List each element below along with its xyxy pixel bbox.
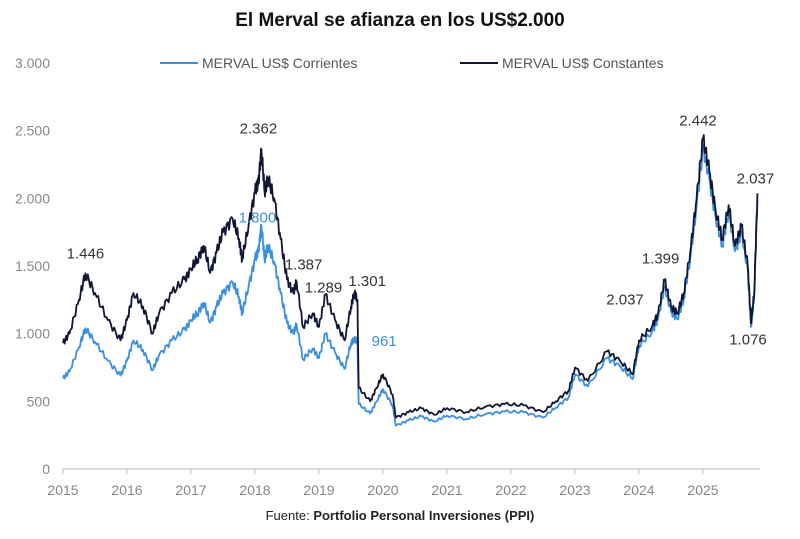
legend-swatch <box>160 62 198 64</box>
x-tick-label: 2024 <box>623 482 654 498</box>
data-label: 1.289 <box>305 280 343 297</box>
source-name: Portfolio Personal Inversiones (PPI) <box>313 508 535 523</box>
legend-item-constantes: MERVAL US$ Constantes <box>460 55 664 71</box>
x-tick-label: 2015 <box>47 482 78 498</box>
y-tick-label: 0 <box>42 461 50 477</box>
source-prefix: Fuente: <box>265 508 314 523</box>
x-tick-label: 2022 <box>495 482 526 498</box>
data-label: 1.446 <box>67 245 105 262</box>
data-label: 1.301 <box>348 273 386 290</box>
x-tick-label: 2017 <box>175 482 206 498</box>
source-note: Fuente: Portfolio Personal Inversiones (… <box>0 508 800 523</box>
x-tick-label: 2016 <box>111 482 142 498</box>
data-label: 2.037 <box>737 170 775 187</box>
chart-title: El Merval se afianza en los US$2.000 <box>235 10 565 31</box>
data-label: 1.399 <box>642 251 680 268</box>
data-label: 2.362 <box>240 120 278 137</box>
data-label: 1.387 <box>285 256 323 273</box>
data-label: 1.800 <box>239 209 277 226</box>
legend-label: MERVAL US$ Corrientes <box>202 55 358 71</box>
data-label: 2.037 <box>606 291 644 308</box>
x-tick-label: 2023 <box>559 482 590 498</box>
x-tick-label: 2025 <box>687 482 718 498</box>
series-line-corrientes <box>62 143 759 427</box>
y-tick-label: 500 <box>27 393 51 409</box>
legend-label: MERVAL US$ Constantes <box>502 55 664 71</box>
y-tick-label: 1.500 <box>15 258 50 274</box>
y-tick-label: 2.000 <box>15 190 50 206</box>
data-label: 961 <box>372 333 397 350</box>
series-line-constantes <box>62 134 759 419</box>
y-tick-label: 1.000 <box>15 326 50 342</box>
data-label: 2.442 <box>679 113 717 130</box>
x-tick-label: 2018 <box>239 482 270 498</box>
y-tick-label: 2.500 <box>15 123 50 139</box>
x-tick-label: 2021 <box>431 482 462 498</box>
legend-swatch <box>460 62 498 64</box>
y-tick-label: 3.000 <box>15 55 50 71</box>
x-tick-label: 2020 <box>367 482 398 498</box>
data-label: 1.076 <box>729 331 767 348</box>
legend-item-corrientes: MERVAL US$ Corrientes <box>160 55 357 71</box>
x-tick-label: 2019 <box>303 482 334 498</box>
